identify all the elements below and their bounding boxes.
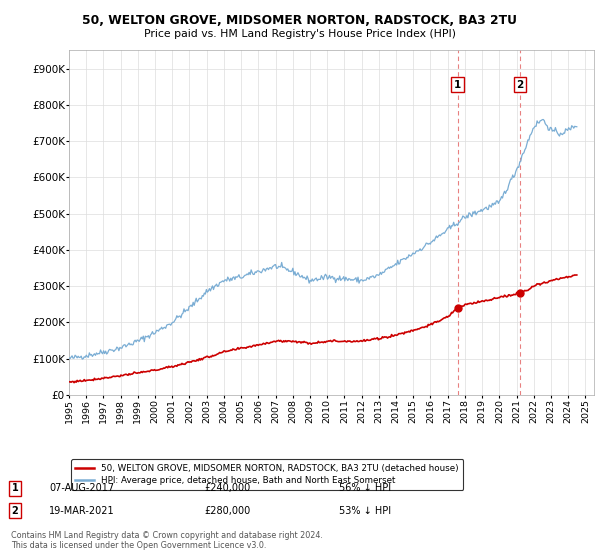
Text: £280,000: £280,000 [204,506,250,516]
Text: 1: 1 [11,483,19,493]
Text: 1: 1 [454,80,461,90]
Text: 53% ↓ HPI: 53% ↓ HPI [339,506,391,516]
Text: Contains HM Land Registry data © Crown copyright and database right 2024.
This d: Contains HM Land Registry data © Crown c… [11,530,323,550]
Text: 50, WELTON GROVE, MIDSOMER NORTON, RADSTOCK, BA3 2TU: 50, WELTON GROVE, MIDSOMER NORTON, RADST… [83,14,517,27]
Text: £240,000: £240,000 [204,483,250,493]
Text: 2: 2 [517,80,524,90]
Text: 2: 2 [11,506,19,516]
Text: Price paid vs. HM Land Registry's House Price Index (HPI): Price paid vs. HM Land Registry's House … [144,29,456,39]
Legend: 50, WELTON GROVE, MIDSOMER NORTON, RADSTOCK, BA3 2TU (detached house), HPI: Aver: 50, WELTON GROVE, MIDSOMER NORTON, RADST… [71,459,463,489]
Text: 19-MAR-2021: 19-MAR-2021 [49,506,115,516]
Text: 56% ↓ HPI: 56% ↓ HPI [339,483,391,493]
Text: 07-AUG-2017: 07-AUG-2017 [49,483,115,493]
